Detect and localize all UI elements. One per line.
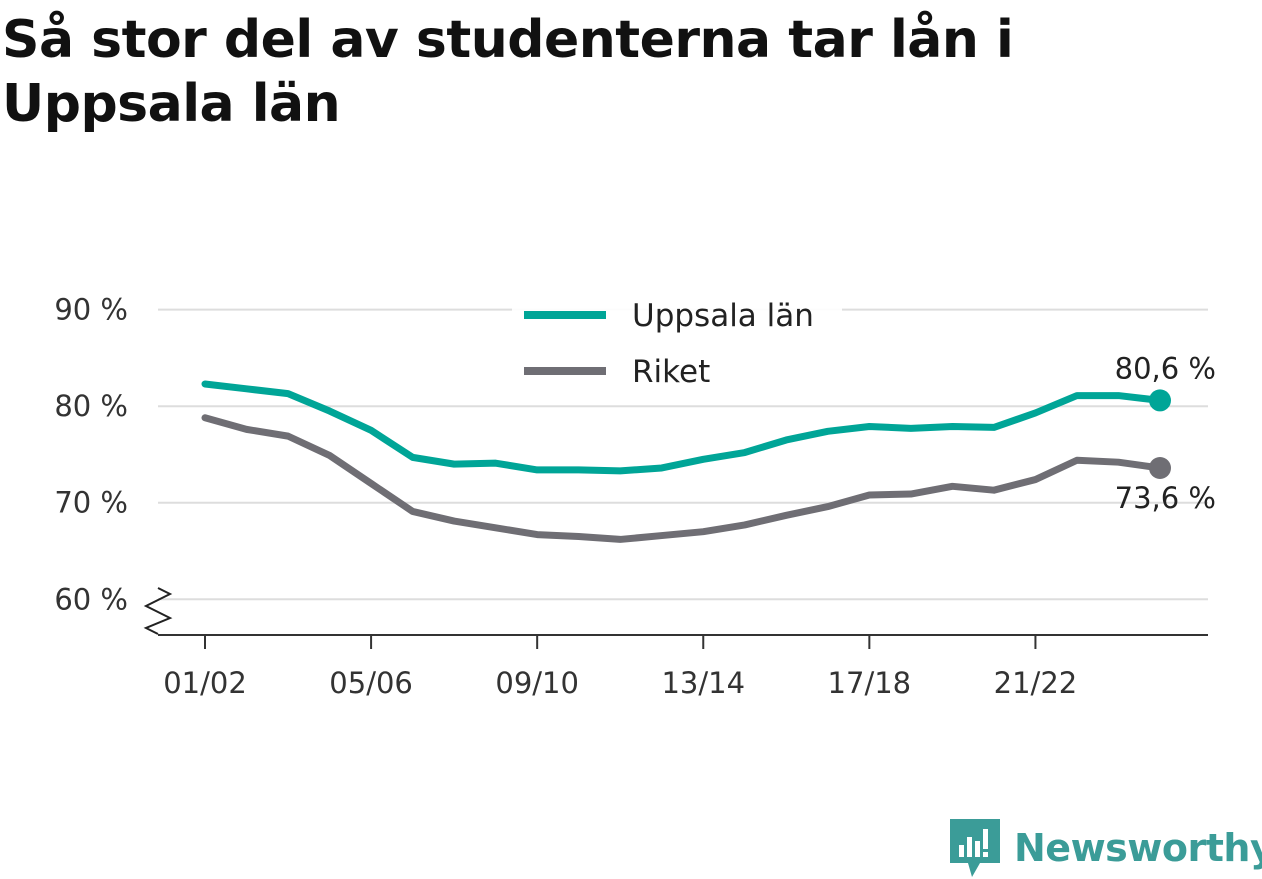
- legend: Uppsala län Riket: [512, 292, 842, 402]
- series-line: [201, 380, 1164, 475]
- x-tick-label: 01/02: [163, 666, 247, 700]
- y-tick-label: 90 %: [54, 293, 128, 327]
- x-tick-label: 21/22: [994, 666, 1078, 700]
- end-value-label: 73,6 %: [1115, 481, 1216, 515]
- legend-label: Riket: [632, 354, 710, 390]
- end-labels: 80,6 % 73,6 %: [1115, 351, 1216, 515]
- newsworthy-logo-icon: [950, 819, 1000, 877]
- y-tick-label: 70 %: [54, 486, 128, 520]
- series-line: [201, 414, 1164, 543]
- y-tick-label: 60 %: [54, 582, 128, 616]
- chart-title: Så stor del av studenterna tar lån i Upp…: [2, 10, 1014, 134]
- x-tick-label: 13/14: [661, 666, 745, 700]
- newsworthy-brand[interactable]: Newsworthy: [950, 818, 1262, 878]
- end-value-label: 80,6 %: [1115, 351, 1216, 385]
- y-tick-label: 80 %: [54, 389, 128, 423]
- legend-label: Uppsala län: [632, 298, 814, 334]
- series-end-marker: [1149, 389, 1171, 412]
- series-end-marker: [1149, 456, 1171, 479]
- x-tick-label: 05/06: [329, 666, 413, 700]
- x-tick-label: 09/10: [495, 666, 579, 700]
- legend-background: [512, 292, 842, 402]
- brand-name: Newsworthy: [1014, 826, 1262, 870]
- y-axis-break-icon: [143, 587, 173, 635]
- x-axis: 01/02 05/06 09/10 13/14 17/18 21/22: [143, 587, 1208, 700]
- gridlines: 90 % 80 % 70 % 60 %: [54, 293, 1208, 616]
- series-lines: [201, 380, 1171, 543]
- x-tick-label: 17/18: [828, 666, 912, 700]
